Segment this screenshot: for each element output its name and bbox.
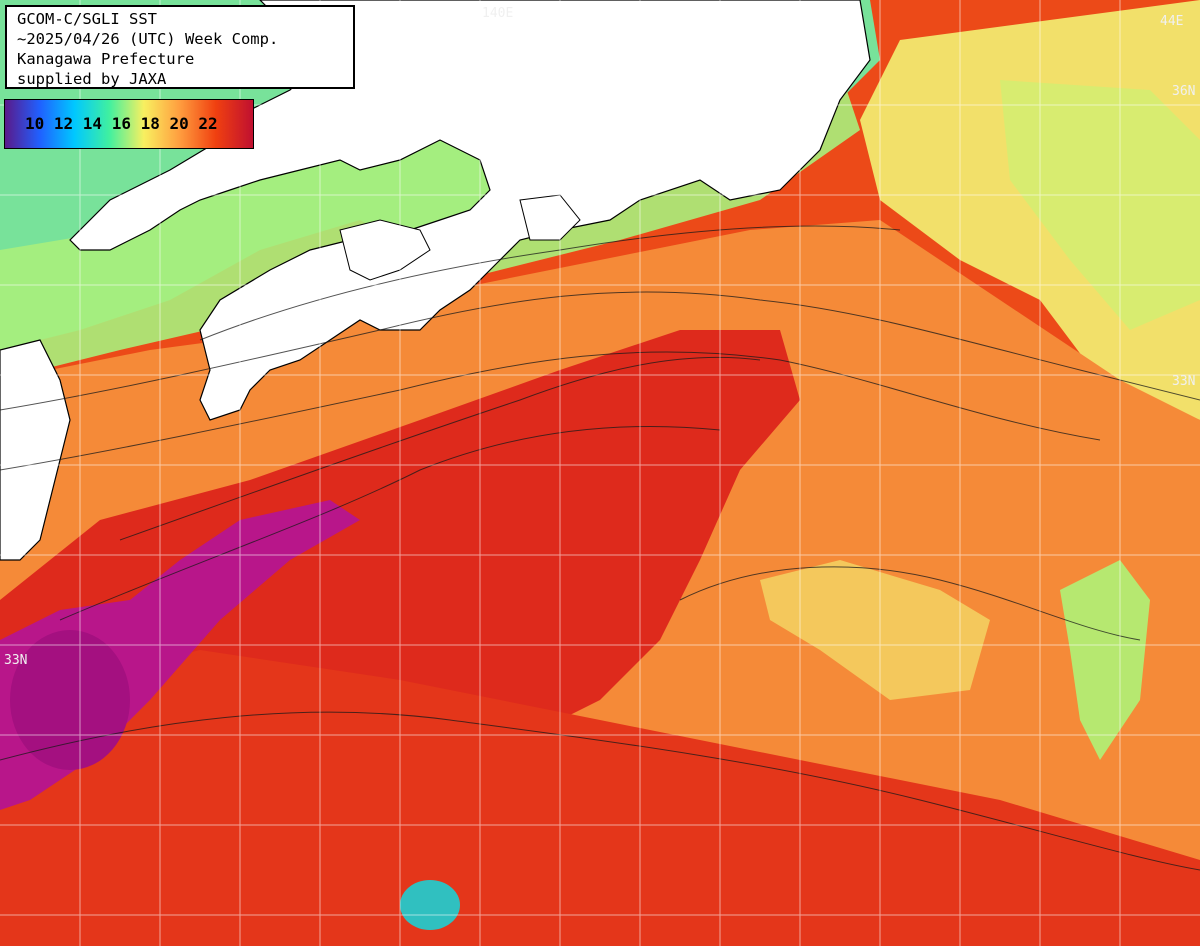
cool-eddy-east <box>1060 560 1150 760</box>
land-izu <box>519 194 581 241</box>
lat-label-upper: 36N <box>1172 84 1196 99</box>
info-date: ~2025/04/26 (UTC) Week Comp. <box>17 30 279 48</box>
color-scale-labels: 10 12 14 16 18 20 22 <box>25 114 218 133</box>
cool-eddy-south <box>400 880 460 930</box>
land-kyushu <box>0 339 71 561</box>
cool-patch-east <box>1000 80 1200 330</box>
lat-label-lower: 33N <box>4 653 28 668</box>
info-region: Kanagawa Prefecture <box>17 50 195 68</box>
land-peninsula <box>339 219 431 281</box>
lon-label-right: 44E <box>1160 14 1184 29</box>
sst-contours <box>0 225 1200 871</box>
red-band-south <box>0 650 1200 946</box>
cool-eddy-center <box>760 560 990 700</box>
info-source: supplied by JAXA <box>17 70 167 88</box>
color-scale-legend: 10 12 14 16 18 20 22 <box>4 99 254 149</box>
hot-spot-core <box>10 630 130 770</box>
lat-label-mid: 33N <box>1172 374 1196 389</box>
color-scale-bar <box>5 100 253 148</box>
info-title: GCOM-C/SGLI SST <box>17 10 157 28</box>
lon-label-top: 140E <box>482 6 514 21</box>
info-box: GCOM-C/SGLI SST ~2025/04/26 (UTC) Week C… <box>5 5 355 89</box>
